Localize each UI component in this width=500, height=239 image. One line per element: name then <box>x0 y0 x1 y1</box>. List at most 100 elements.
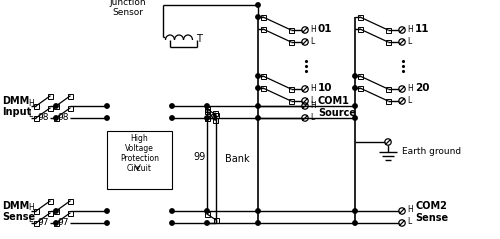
Text: 97: 97 <box>57 218 69 227</box>
Bar <box>68 199 72 203</box>
Text: Source: Source <box>318 108 356 118</box>
Bar <box>48 93 52 98</box>
Bar <box>386 27 390 33</box>
Text: H: H <box>407 83 413 92</box>
Bar <box>212 118 218 123</box>
Text: Sensor: Sensor <box>112 8 144 17</box>
Bar <box>288 98 294 103</box>
Circle shape <box>353 104 357 108</box>
Text: Junction: Junction <box>110 0 146 7</box>
Text: 98: 98 <box>57 113 69 122</box>
Text: Circuit: Circuit <box>127 164 152 173</box>
Circle shape <box>353 74 357 78</box>
Bar <box>260 74 266 78</box>
Circle shape <box>105 116 109 120</box>
Text: 97: 97 <box>37 218 49 227</box>
Bar <box>288 27 294 33</box>
Text: L: L <box>28 216 32 224</box>
Bar <box>34 115 38 120</box>
Bar <box>34 103 38 109</box>
Text: H: H <box>310 25 316 33</box>
Text: Voltage: Voltage <box>125 144 154 153</box>
Bar <box>48 199 52 203</box>
Bar <box>204 107 210 112</box>
Text: L: L <box>310 113 314 121</box>
Circle shape <box>170 116 174 120</box>
Bar <box>358 86 362 91</box>
Bar <box>288 87 294 92</box>
Circle shape <box>105 221 109 225</box>
Circle shape <box>256 209 260 213</box>
Bar <box>386 39 390 44</box>
Text: T: T <box>196 34 202 44</box>
Text: COM1: COM1 <box>318 96 350 106</box>
Text: L: L <box>407 217 411 227</box>
Text: H: H <box>310 83 316 92</box>
Text: Earth ground: Earth ground <box>402 147 461 157</box>
Circle shape <box>256 86 260 90</box>
Bar <box>358 15 362 20</box>
Circle shape <box>205 221 209 225</box>
Circle shape <box>256 221 260 225</box>
Bar <box>107 131 172 189</box>
Bar <box>358 74 362 78</box>
Bar <box>214 113 218 118</box>
Circle shape <box>205 116 209 120</box>
Circle shape <box>256 116 260 120</box>
Circle shape <box>105 104 109 108</box>
Circle shape <box>353 116 357 120</box>
Bar <box>54 103 59 109</box>
Text: 99: 99 <box>193 152 205 163</box>
Text: H: H <box>407 25 413 33</box>
Text: Bank: Bank <box>225 153 250 163</box>
Bar <box>34 208 38 213</box>
Text: 10: 10 <box>318 83 332 93</box>
Bar <box>260 27 266 32</box>
Bar <box>288 39 294 44</box>
Circle shape <box>256 3 260 7</box>
Circle shape <box>54 116 58 120</box>
Bar <box>204 212 210 217</box>
Bar <box>34 221 38 226</box>
Bar <box>48 105 52 110</box>
Bar <box>54 221 59 226</box>
Circle shape <box>353 86 357 90</box>
Circle shape <box>256 15 260 19</box>
Text: Input: Input <box>2 107 31 117</box>
Text: L: L <box>310 37 314 45</box>
Circle shape <box>353 209 357 213</box>
Text: H: H <box>407 206 413 214</box>
Bar <box>68 211 72 216</box>
Bar <box>204 109 210 114</box>
Circle shape <box>256 104 260 108</box>
Text: L: L <box>28 109 32 119</box>
Bar <box>54 208 59 213</box>
Bar <box>48 211 52 216</box>
Circle shape <box>205 104 209 108</box>
Circle shape <box>54 221 58 225</box>
Bar <box>54 115 59 120</box>
Circle shape <box>256 74 260 78</box>
Circle shape <box>170 104 174 108</box>
Circle shape <box>205 209 209 213</box>
Text: High: High <box>130 134 148 143</box>
Text: Sense: Sense <box>415 213 448 223</box>
Bar <box>260 15 266 20</box>
Circle shape <box>54 104 58 108</box>
Text: DMM: DMM <box>2 201 29 211</box>
Text: DMM: DMM <box>2 96 29 106</box>
Text: 01: 01 <box>318 24 332 34</box>
Circle shape <box>105 209 109 213</box>
Bar <box>358 27 362 32</box>
Text: H: H <box>310 101 316 109</box>
Text: H: H <box>28 203 34 212</box>
Text: Sense: Sense <box>2 212 35 222</box>
Text: L: L <box>407 37 411 45</box>
Text: Protection: Protection <box>120 154 159 163</box>
Text: L: L <box>407 96 411 104</box>
Bar <box>214 217 218 223</box>
Bar <box>212 110 218 115</box>
Bar <box>68 93 72 98</box>
Bar <box>386 87 390 92</box>
Bar <box>68 105 72 110</box>
